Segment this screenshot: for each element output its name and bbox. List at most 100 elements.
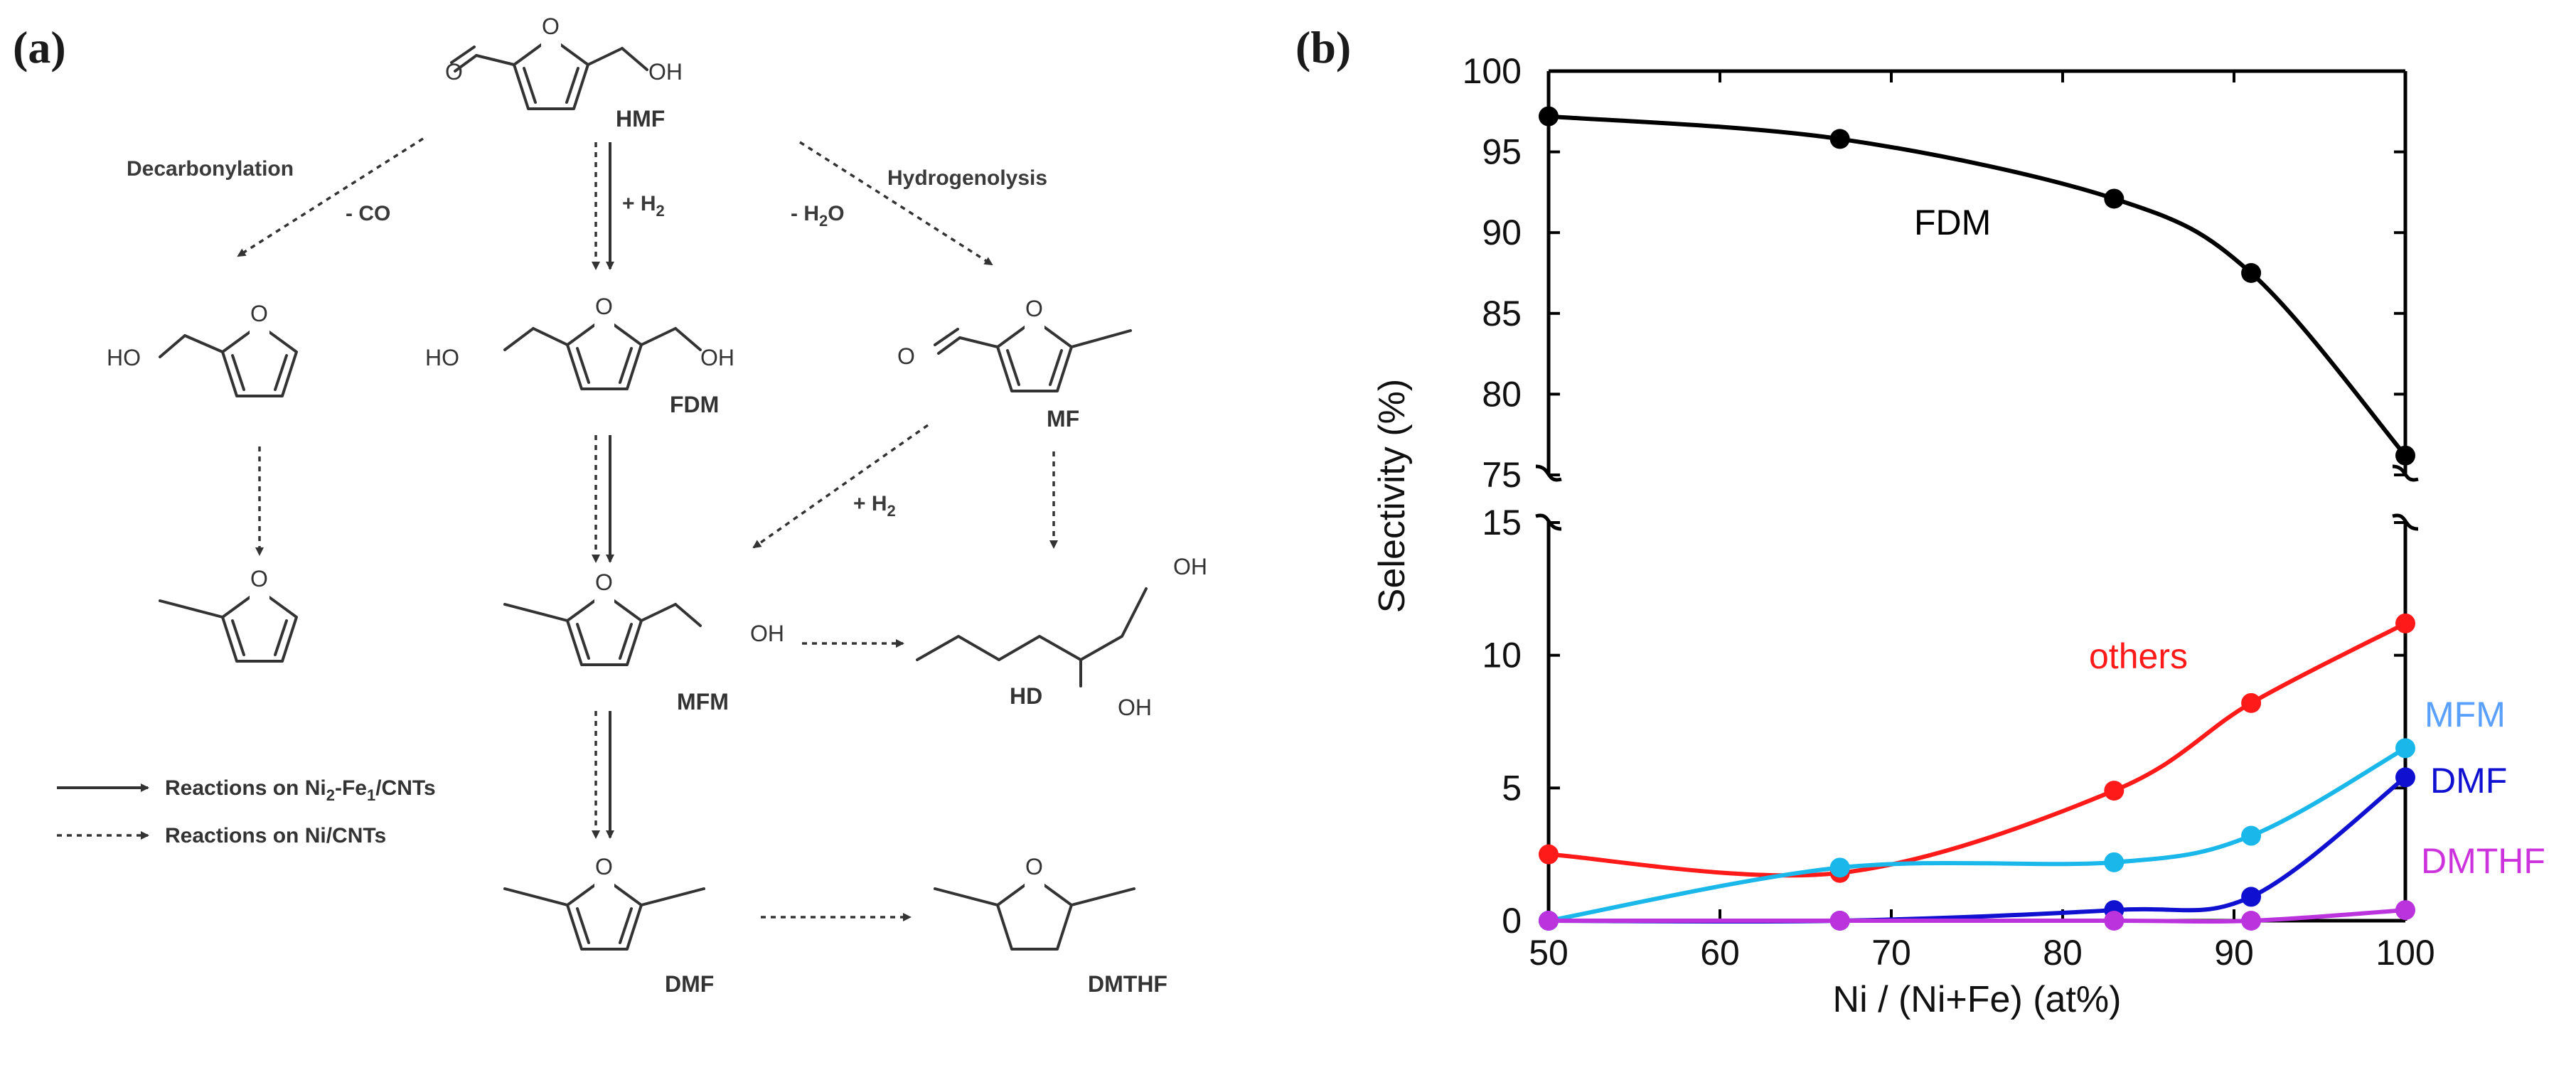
series-label-fdm: FDM: [1914, 203, 1991, 242]
axis-break-mark: [2392, 513, 2419, 531]
mf-label: MF: [1047, 406, 1079, 432]
hmf-aldehyde-o: O: [445, 59, 463, 85]
legend-dotted-label: Reactions on Ni/CNTs: [165, 824, 386, 847]
fdm-structure: [503, 304, 702, 390]
hd-structure: [916, 587, 1148, 688]
plus-h2-mid-label: + H2: [853, 492, 896, 520]
furfuryl-alcohol-structure: [159, 311, 298, 397]
hmf-ring-o: O: [542, 14, 560, 39]
hydrogenolysis-arrow: [799, 141, 993, 266]
mf-to-mfm-arrow: [752, 424, 929, 549]
dmf-label: DMF: [665, 971, 714, 997]
chart-series: [1539, 106, 2415, 931]
series-label-dmthf: DMTHF: [2421, 841, 2545, 881]
reaction-scheme: (a) O O OH HMF Decarbonylation - CO + H2…: [13, 14, 1207, 997]
x-tick-label: 60: [1700, 933, 1740, 973]
series-line-dmf: [1548, 776, 2407, 924]
data-point-others: [1539, 844, 1559, 865]
panel-a-label: (a): [13, 22, 66, 73]
x-tick-label: 80: [2043, 933, 2083, 973]
data-point-dmthf: [2241, 911, 2262, 931]
series-line-others: [1548, 621, 2407, 878]
mf-aldehyde-o: O: [897, 343, 915, 369]
furfuryl-ho: HO: [107, 345, 141, 370]
data-point-fdm: [1829, 129, 1850, 149]
minus-h2o-label: - H2O: [791, 202, 845, 230]
selectivity-chart: (b) 50 60 70 80 90 100 75 80 85 90 95 100 0 5 10 15 Ni …: [1295, 22, 2545, 1020]
furfuryl-ring-o: O: [250, 301, 268, 326]
x-tick-label: 50: [1529, 933, 1568, 973]
legend-solid-label: Reactions on Ni2-Fe1/CNTs: [165, 776, 436, 804]
dmthf-ring-o: O: [1025, 854, 1043, 879]
chart-ticks: 50 60 70 80 90 100 75 80 85 90 95 100 0 5 10 15: [1463, 51, 2435, 973]
axis-break-mark: [1535, 513, 1562, 531]
panel-b-label: (b): [1295, 22, 1351, 73]
data-point-mfm: [2104, 852, 2125, 872]
data-point-fdm: [2241, 263, 2262, 283]
y-tick-label: 90: [1482, 213, 1522, 252]
data-point-dmf: [2241, 887, 2262, 907]
fdm-ring-o: O: [595, 294, 613, 319]
y-tick-label: 85: [1482, 294, 1522, 333]
x-axis-label: Ni / (Ni+Fe) (at%): [1833, 979, 2122, 1020]
x-tick-label: 70: [1871, 933, 1911, 973]
plus-h2-top-label: + H2: [622, 192, 665, 220]
series-label-others: others: [2089, 636, 2188, 676]
y-tick-label: 95: [1482, 132, 1522, 172]
hd-label: HD: [1010, 683, 1042, 709]
hmf-oh: OH: [648, 59, 683, 85]
fdm-ho: HO: [425, 345, 459, 370]
y-tick-label: 5: [1502, 768, 1522, 808]
y-tick-label: 80: [1482, 374, 1522, 414]
mfm-label: MFM: [677, 689, 729, 715]
data-point-dmthf: [1539, 911, 1559, 931]
methylfuran-ring-o: O: [250, 566, 268, 592]
mf-ring-o: O: [1025, 296, 1043, 321]
fdm-oh: OH: [700, 345, 734, 370]
data-point-dmf: [2395, 767, 2415, 788]
dmthf-label: DMTHF: [1088, 971, 1167, 997]
data-point-fdm: [2104, 188, 2125, 209]
mf-structure: [934, 306, 1132, 392]
x-tick-label: 90: [2214, 933, 2254, 973]
hmf-label: HMF: [616, 106, 665, 132]
y-axis-label: Selectivity (%): [1372, 379, 1413, 613]
data-point-others: [2395, 613, 2415, 633]
dmf-structure: [503, 865, 705, 951]
y-tick-label: 10: [1482, 636, 1522, 675]
chart-frame: [1535, 69, 2419, 923]
x-tick-label: 100: [2375, 933, 2435, 973]
y-tick-label: 75: [1482, 455, 1522, 495]
decarbonylation-arrow: [237, 137, 424, 257]
mfm-structure: [503, 580, 702, 666]
dmthf-structure: [934, 865, 1135, 951]
data-point-mfm: [2395, 738, 2415, 759]
data-point-others: [2104, 781, 2125, 801]
data-point-dmthf: [1829, 911, 1850, 931]
hd-oh-bottom: OH: [1118, 695, 1152, 720]
series-line-fdm: [1548, 114, 2407, 457]
y-tick-label: 0: [1502, 901, 1522, 941]
data-point-mfm: [2241, 825, 2262, 846]
mfm-oh: OH: [750, 621, 784, 646]
hd-oh-top: OH: [1173, 554, 1207, 579]
data-point-fdm: [2395, 445, 2415, 466]
hmf-structure: [450, 24, 648, 110]
data-point-fdm: [1539, 106, 1559, 127]
series-label-mfm: MFM: [2425, 695, 2506, 734]
data-point-dmthf: [2395, 900, 2415, 921]
y-tick-label: 15: [1482, 503, 1522, 542]
hydrogenolysis-label: Hydrogenolysis: [887, 166, 1047, 190]
data-point-others: [2241, 692, 2262, 713]
fdm-label: FDM: [670, 392, 719, 417]
methylfuran-structure: [159, 577, 298, 663]
series-label-dmf: DMF: [2430, 761, 2507, 801]
minus-co-label: - CO: [346, 202, 390, 225]
series-labels: FDM others MFM DMF DMTHF: [1914, 203, 2545, 881]
decarbonylation-label: Decarbonylation: [127, 157, 294, 181]
mfm-ring-o: O: [595, 569, 613, 595]
series-line-mfm: [1548, 746, 2407, 923]
y-tick-label: 100: [1463, 51, 1522, 91]
series-line-dmthf: [1548, 908, 2406, 924]
